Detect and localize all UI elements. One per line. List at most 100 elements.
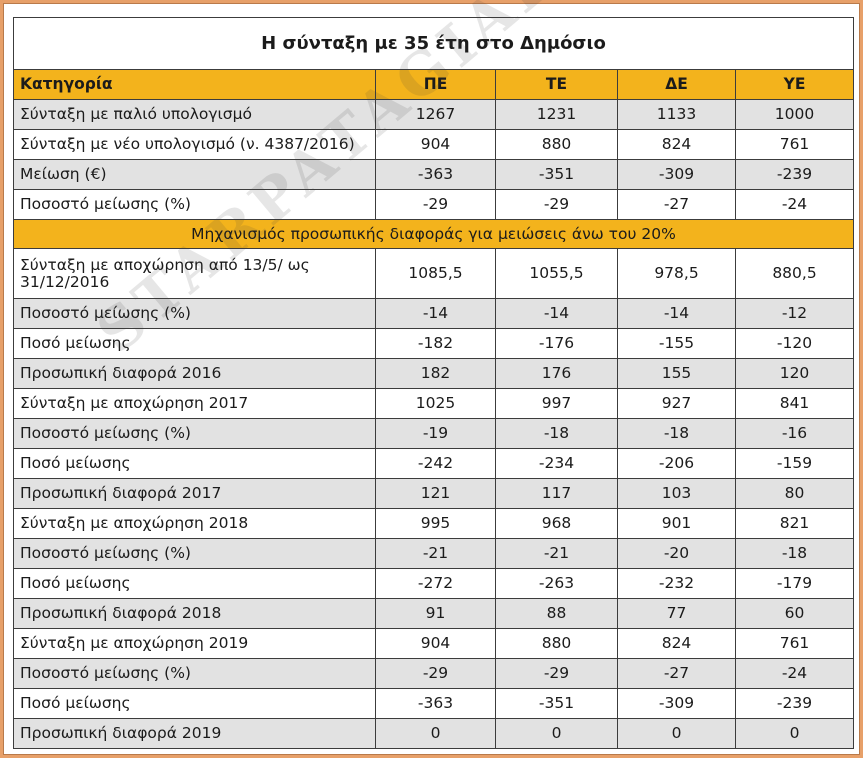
cell-value: -263 bbox=[495, 568, 618, 599]
table-row: Ποσό μείωσης -272 -263 -232 -179 bbox=[13, 568, 855, 599]
cell-value: -20 bbox=[617, 538, 736, 569]
cell-value: -242 bbox=[375, 448, 496, 479]
row-label: Σύνταξη με αποχώρηση 2019 bbox=[13, 628, 376, 659]
table-row: Ποσοστό μείωσης (%) -29 -29 -27 -24 bbox=[13, 658, 855, 689]
cell-value: -309 bbox=[617, 688, 736, 719]
header-pe: ΠΕ bbox=[375, 69, 496, 100]
cell-value: -155 bbox=[617, 328, 736, 359]
cell-value: -29 bbox=[375, 658, 496, 689]
cell-value: 80 bbox=[734, 478, 855, 509]
cell-value: -21 bbox=[495, 538, 618, 569]
cell-value: 880,5 bbox=[734, 248, 855, 299]
cell-value: 968 bbox=[495, 508, 618, 539]
row-label: Ποσοστό μείωσης (%) bbox=[13, 418, 376, 449]
cell-value: 821 bbox=[734, 508, 855, 539]
cell-value: 120 bbox=[734, 358, 855, 389]
table-row: Σύνταξη με αποχώρηση 2018 995 968 901 821 bbox=[13, 508, 855, 539]
table-row: Σύνταξη με αποχώρηση από 13/5/ ως 31/12/… bbox=[13, 248, 855, 299]
cell-value: -363 bbox=[375, 159, 496, 190]
cell-value: -16 bbox=[734, 418, 855, 449]
row-label: Προσωπική διαφορά 2019 bbox=[13, 718, 376, 749]
cell-value: 1025 bbox=[375, 388, 496, 419]
cell-value: 761 bbox=[734, 129, 855, 160]
row-label: Μείωση (€) bbox=[13, 159, 376, 190]
table-row: Σύνταξη με αποχώρηση 2017 1025 997 927 841 bbox=[13, 388, 855, 419]
cell-value: -18 bbox=[617, 418, 736, 449]
row-label: Ποσοστό μείωσης (%) bbox=[13, 189, 376, 220]
table-row: Προσωπική διαφορά 2019 0 0 0 0 bbox=[13, 718, 855, 749]
cell-value: -239 bbox=[734, 688, 855, 719]
row-label: Προσωπική διαφορά 2016 bbox=[13, 358, 376, 389]
section-title: Μηχανισμός προσωπικής διαφοράς για μειώσ… bbox=[12, 219, 855, 249]
cell-value: 103 bbox=[617, 478, 736, 509]
row-label: Σύνταξη με νέο υπολογισμό (ν. 4387/2016) bbox=[13, 129, 376, 160]
header-ye: ΥΕ bbox=[734, 69, 855, 100]
row-label: Σύνταξη με αποχώρηση από 13/5/ ως 31/12/… bbox=[13, 248, 376, 299]
header-row: Κατηγορία ΠΕ ΤΕ ΔΕ ΥΕ bbox=[13, 69, 855, 100]
row-label: Σύνταξη με παλιό υπολογισμό bbox=[13, 99, 376, 130]
cell-value: 995 bbox=[375, 508, 496, 539]
table-row: Ποσοστό μείωσης (%) -19 -18 -18 -16 bbox=[13, 418, 855, 449]
cell-value: 901 bbox=[617, 508, 736, 539]
cell-value: -14 bbox=[617, 298, 736, 329]
cell-value: -351 bbox=[495, 688, 618, 719]
cell-value: -12 bbox=[734, 298, 855, 329]
table-row: Σύνταξη με παλιό υπολογισμό 1267 1231 1133 1… bbox=[13, 99, 855, 130]
cell-value: 824 bbox=[617, 129, 736, 160]
cell-value: -19 bbox=[375, 418, 496, 449]
cell-value: -24 bbox=[734, 189, 855, 220]
table-row: Ποσοστό μείωσης (%) -21 -21 -20 -18 bbox=[13, 538, 855, 569]
table-title: Η σύνταξη με 35 έτη στο Δημόσιο bbox=[12, 17, 855, 70]
row-label: Ποσοστό μείωσης (%) bbox=[13, 538, 376, 569]
cell-value: 121 bbox=[375, 478, 496, 509]
cell-value: -21 bbox=[375, 538, 496, 569]
cell-value: -182 bbox=[375, 328, 496, 359]
table-row: Ποσό μείωσης -182 -176 -155 -120 bbox=[13, 328, 855, 359]
cell-value: 1267 bbox=[375, 99, 496, 130]
cell-value: 927 bbox=[617, 388, 736, 419]
row-label: Σύνταξη με αποχώρηση 2018 bbox=[13, 508, 376, 539]
cell-value: -29 bbox=[495, 189, 618, 220]
cell-value: 1085,5 bbox=[375, 248, 496, 299]
cell-value: 117 bbox=[495, 478, 618, 509]
row-label: Ποσό μείωσης bbox=[13, 688, 376, 719]
table-row: Προσωπική διαφορά 2017 121 117 103 80 bbox=[13, 478, 855, 509]
row-label: Σύνταξη με αποχώρηση 2017 bbox=[13, 388, 376, 419]
title-row: Η σύνταξη με 35 έτη στο Δημόσιο bbox=[12, 17, 855, 70]
table-row: Προσωπική διαφορά 2018 91 88 77 60 bbox=[13, 598, 855, 629]
cell-value: -206 bbox=[617, 448, 736, 479]
cell-value: 1133 bbox=[617, 99, 736, 130]
cell-value: 841 bbox=[734, 388, 855, 419]
header-de: ΔΕ bbox=[617, 69, 736, 100]
table-body: Η σύνταξη με 35 έτη στο Δημόσιο Κατηγορί… bbox=[12, 17, 855, 749]
cell-value: -272 bbox=[375, 568, 496, 599]
row-label: Ποσοστό μείωσης (%) bbox=[13, 298, 376, 329]
cell-value: 0 bbox=[734, 718, 855, 749]
header-category: Κατηγορία bbox=[13, 69, 376, 100]
table-row: Σύνταξη με νέο υπολογισμό (ν. 4387/2016)… bbox=[13, 129, 855, 160]
cell-value: -18 bbox=[495, 418, 618, 449]
cell-value: -363 bbox=[375, 688, 496, 719]
cell-value: 880 bbox=[495, 129, 618, 160]
cell-value: 88 bbox=[495, 598, 618, 629]
table-row: Μείωση (€) -363 -351 -309 -239 bbox=[13, 159, 855, 190]
cell-value: 0 bbox=[617, 718, 736, 749]
cell-value: -27 bbox=[617, 189, 736, 220]
cell-value: 904 bbox=[375, 129, 496, 160]
cell-value: 182 bbox=[375, 358, 496, 389]
cell-value: 824 bbox=[617, 628, 736, 659]
cell-value: -232 bbox=[617, 568, 736, 599]
cell-value: 0 bbox=[375, 718, 496, 749]
cell-value: 77 bbox=[617, 598, 736, 629]
row-label: Ποσοστό μείωσης (%) bbox=[13, 658, 376, 689]
cell-value: -29 bbox=[495, 658, 618, 689]
cell-value: 1231 bbox=[495, 99, 618, 130]
header-te: ΤΕ bbox=[495, 69, 618, 100]
cell-value: -14 bbox=[495, 298, 618, 329]
cell-value: 155 bbox=[617, 358, 736, 389]
cell-value: -24 bbox=[734, 658, 855, 689]
cell-value: -18 bbox=[734, 538, 855, 569]
cell-value: -159 bbox=[734, 448, 855, 479]
row-label: Ποσό μείωσης bbox=[13, 328, 376, 359]
cell-value: -309 bbox=[617, 159, 736, 190]
